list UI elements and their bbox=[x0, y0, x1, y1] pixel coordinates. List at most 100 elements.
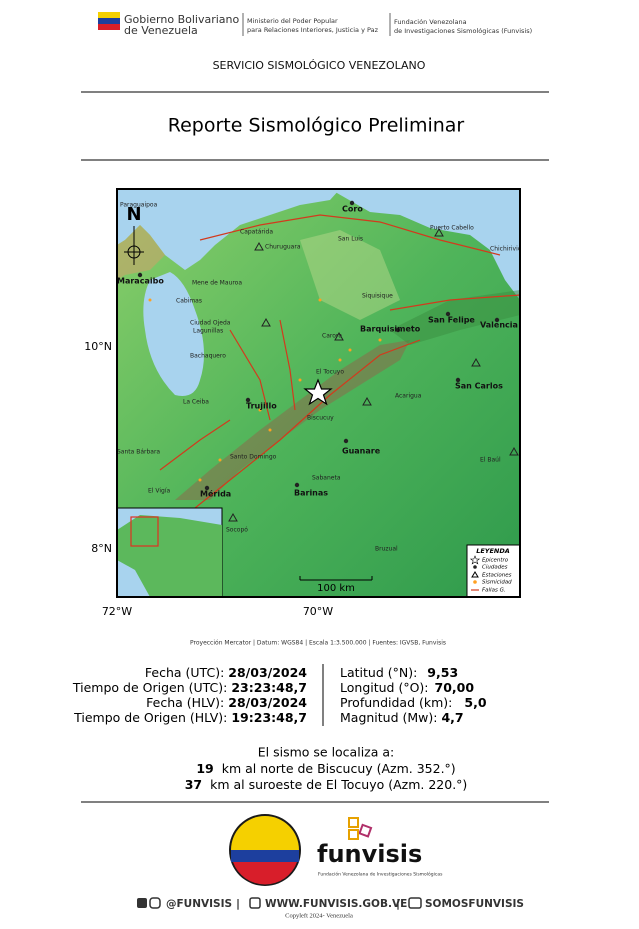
map-label: Ciudad Ojeda bbox=[190, 320, 231, 327]
station bbox=[261, 317, 271, 327]
ministry-line1: Ministerio del Poder Popular bbox=[247, 17, 338, 25]
logo-square bbox=[358, 823, 373, 838]
andes bbox=[175, 340, 410, 500]
scale-label: 100 km bbox=[317, 583, 355, 594]
logo-square bbox=[348, 829, 359, 840]
funvisis-line2: de Investigaciones Sismológicas (Funvisi… bbox=[394, 27, 532, 35]
sea bbox=[117, 189, 340, 270]
legend-symbol bbox=[473, 565, 477, 569]
report-row: Fecha (UTC): 28/03/2024 bbox=[145, 665, 307, 680]
map-label: Mérida bbox=[200, 489, 231, 499]
city bbox=[494, 317, 500, 323]
event bbox=[258, 408, 262, 412]
city bbox=[395, 327, 401, 333]
event bbox=[298, 378, 302, 382]
map-label: El Vigía bbox=[148, 488, 170, 495]
location-intro: El sismo se localiza a: bbox=[258, 745, 394, 760]
north-label: N bbox=[126, 204, 141, 225]
seal bbox=[229, 814, 301, 886]
station bbox=[334, 331, 344, 341]
station bbox=[254, 241, 264, 251]
field-value: 28/03/2024 bbox=[228, 695, 307, 710]
flag-yellow bbox=[98, 12, 120, 18]
highlands bbox=[300, 230, 400, 320]
icon bbox=[408, 897, 422, 909]
map-label: Coro bbox=[342, 205, 363, 214]
legend-item: Epicentro bbox=[482, 558, 509, 564]
map-frame bbox=[116, 188, 521, 598]
map-label: Churuguara bbox=[265, 244, 301, 251]
report-row: Magnitud (Mw): 4,7 bbox=[340, 710, 464, 725]
legend-item: Estaciones bbox=[482, 573, 512, 579]
legend bbox=[466, 544, 520, 597]
map-label: Siquisique bbox=[362, 293, 393, 300]
field-label: Tiempo de Origen (UTC): bbox=[72, 680, 227, 695]
legend-symbol bbox=[469, 555, 481, 565]
icon bbox=[137, 898, 147, 908]
report-row: Fecha (HLV): 28/03/2024 bbox=[146, 695, 307, 710]
lat-label: 10°N bbox=[84, 340, 112, 353]
seal-blue bbox=[231, 850, 299, 862]
field-value: 28/03/2024 bbox=[228, 665, 307, 680]
logo-square bbox=[348, 817, 359, 828]
map-label: Acarigua bbox=[395, 393, 422, 400]
gov-line1: Gobierno Bolivariano bbox=[124, 13, 240, 26]
seal-red bbox=[233, 862, 297, 885]
inset-land bbox=[117, 515, 222, 597]
map-label: San Luis bbox=[338, 236, 363, 243]
station bbox=[471, 357, 481, 367]
lake-maracaibo bbox=[143, 272, 204, 396]
report-row: Latitud (°N): 9,53 bbox=[340, 665, 458, 680]
station bbox=[362, 396, 372, 406]
separator: | bbox=[396, 897, 400, 910]
map-label: Puerto Cabello bbox=[430, 225, 474, 232]
map-label: Paraguaipoa bbox=[120, 202, 158, 209]
field-value: 19:23:48,7 bbox=[231, 710, 307, 725]
city bbox=[137, 272, 143, 278]
social[interactable]: WWW.FUNVISIS.GOB.VE bbox=[265, 898, 407, 910]
map-label: Bachaquero bbox=[190, 353, 226, 360]
cities bbox=[137, 200, 500, 491]
map-caption: Proyección Mercator | Datum: WGS84 | Esc… bbox=[190, 640, 446, 647]
seismicity bbox=[148, 298, 382, 482]
field-value: 9,53 bbox=[427, 665, 458, 680]
epicenter bbox=[303, 378, 333, 406]
distance-text: km al norte de Biscucuy (Azm. 352.°) bbox=[222, 761, 456, 776]
map: Paraguaipoa Coro Capatárida San Luis Chu… bbox=[117, 189, 529, 597]
distance: 37 bbox=[185, 777, 202, 792]
event bbox=[268, 428, 272, 432]
map-label: Chichiriviche bbox=[490, 246, 529, 253]
fault bbox=[159, 419, 231, 471]
city bbox=[343, 438, 349, 444]
event bbox=[198, 478, 202, 482]
social[interactable]: @FUNVISIS bbox=[166, 898, 232, 910]
field-label: Magnitud (Mw): bbox=[340, 710, 437, 725]
city bbox=[245, 397, 251, 403]
social[interactable]: SOMOSFUNVISIS bbox=[425, 898, 524, 910]
event bbox=[378, 338, 382, 342]
map-label: Capatárida bbox=[240, 229, 273, 236]
flag-red bbox=[98, 24, 120, 30]
legend-item: Sismicidad bbox=[482, 580, 512, 586]
map-label: Valencia bbox=[480, 321, 518, 330]
stations bbox=[228, 227, 519, 522]
sea bbox=[330, 189, 520, 300]
event bbox=[318, 298, 322, 302]
icon bbox=[249, 897, 261, 909]
map-label: Santo Domingo bbox=[230, 454, 277, 461]
fault bbox=[229, 329, 271, 421]
city bbox=[455, 377, 461, 383]
fault bbox=[279, 319, 296, 411]
city bbox=[294, 482, 300, 488]
distance-text: km al suroeste de El Tocuyo (Azm. 220.°) bbox=[210, 777, 467, 792]
logo-sub: Fundación Venezolana de Investigaciones … bbox=[318, 871, 443, 878]
coastal-range bbox=[390, 290, 520, 345]
copyright: Copyleft 2024- Venezuela bbox=[285, 912, 353, 919]
field-value: 70,00 bbox=[435, 680, 475, 695]
map-label: El Tocuyo bbox=[316, 369, 344, 376]
field-value: 5,0 bbox=[464, 695, 486, 710]
field-label: Fecha (HLV): bbox=[146, 695, 224, 710]
location-item: 37 km al suroeste de El Tocuyo (Azm. 220.… bbox=[185, 777, 468, 792]
